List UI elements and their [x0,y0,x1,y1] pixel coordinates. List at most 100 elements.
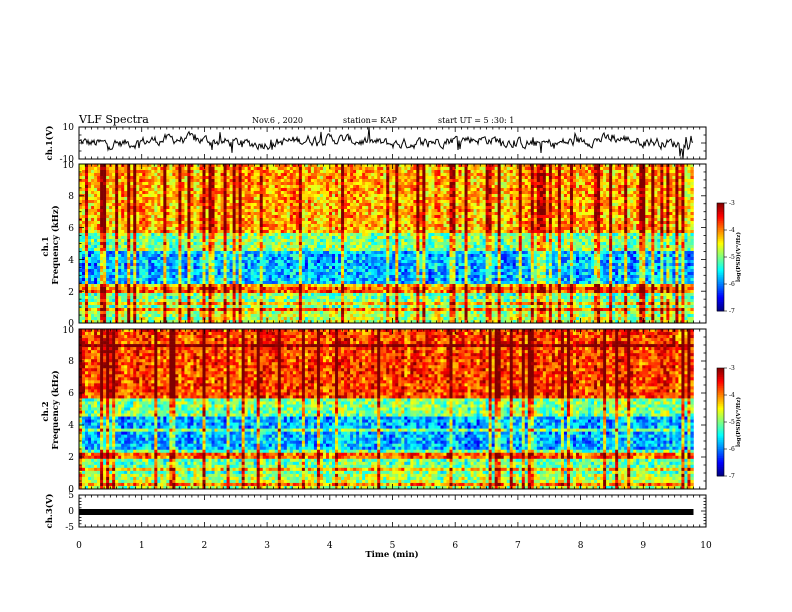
spectrogram-cell [525,182,528,185]
spectrogram-cell [498,167,501,170]
spectrogram-cell [462,176,465,179]
spectrogram-cell [672,167,675,170]
spectrogram-cell [187,167,190,170]
spectrogram-cell [109,179,112,182]
spectrogram-cell [663,173,666,176]
spectrogram-cell [537,173,540,176]
spectrogram-cell [127,182,130,185]
spectrogram-cell [133,182,136,185]
spectrogram-cell [296,185,299,188]
spectrogram-cell [278,182,281,185]
spectrogram-cell [245,182,248,185]
spectrogram-cell [106,167,109,170]
spectrogram-cell [588,170,591,173]
spectrogram-cell [615,176,618,179]
spectrogram-cell [233,182,236,185]
spectrogram-cell [627,167,630,170]
spectrogram-cell [380,167,383,170]
spectrogram-cell [365,170,368,173]
spectrogram-cell [636,179,639,182]
spectrogram-cell [386,185,389,188]
spectrogram-cell [540,179,543,182]
spectrogram-cell [206,185,209,188]
spectrogram-cell [166,173,169,176]
spectrogram-cell [462,167,465,170]
spectrogram-cell [603,179,606,182]
spectrogram-cell [675,173,678,176]
spectrogram-cell [169,176,172,179]
spectrogram-cell [305,167,308,170]
ch1-spectrogram-heatmap [79,164,694,323]
spectrogram-cell [221,179,224,182]
spectrogram-cell [471,167,474,170]
spectrogram-cell [428,176,431,179]
spectrogram-cell [591,167,594,170]
spectrogram-cell [212,185,215,188]
spectrogram-cell [398,182,401,185]
spectrogram-cell [196,167,199,170]
spectrogram-cell [227,176,230,179]
spectrogram-cell [212,176,215,179]
spectrogram-cell [419,182,422,185]
spectrogram-cell [401,167,404,170]
spectrogram-cell [684,167,687,170]
spectrogram-cell [196,173,199,176]
spectrogram-cell [209,173,212,176]
spectrogram-cell [377,167,380,170]
spectrogram-cell [383,185,386,188]
spectrogram-cell [281,173,284,176]
spectrogram-cell [257,179,260,182]
spectrogram-cell [97,176,100,179]
spectrogram-cell [471,179,474,182]
spectrogram-cell [537,167,540,170]
spectrogram-cell [157,185,160,188]
spectrogram-cell [657,170,660,173]
spectrogram-cell [287,182,290,185]
spectrogram-cell [434,167,437,170]
spectrogram-cell [314,176,317,179]
spectrogram-cell [199,179,202,182]
spectrogram-cell [175,167,178,170]
spectrogram-cell [181,179,184,182]
spectrogram-cell [224,167,227,170]
spectrogram-cell [362,185,365,188]
spectrogram-cell [374,167,377,170]
spectrogram-cell [215,182,218,185]
spectrogram-cell [230,185,233,188]
spectrogram-cell [645,173,648,176]
spectrogram-cell [642,173,645,176]
spectrogram-cell [498,185,501,188]
spectrogram-cell [218,167,221,170]
spectrogram-cell [163,167,166,170]
spectrogram-cell [299,179,302,182]
spectrogram-cell [504,167,507,170]
spectrogram-cell [184,176,187,179]
spectrogram-cell [597,170,600,173]
spectrogram-cell [440,167,443,170]
spectrogram-cell [296,173,299,176]
spectrogram-cell [570,176,573,179]
spectrogram-cell [121,176,124,179]
spectrogram-cell [202,185,205,188]
spectrogram-cell [516,179,519,182]
spectrogram-cell [281,185,284,188]
spectrogram-cell [169,185,172,188]
spectrogram-cell [678,179,681,182]
spectrogram-cell [142,173,145,176]
spectrogram-cell [212,167,215,170]
spectrogram-cell [681,173,684,176]
spectrogram-cell [648,173,651,176]
spectrogram-cell [118,185,121,188]
spectrogram-cell [302,185,305,188]
spectrogram-cell [582,182,585,185]
spectrogram-cell [597,176,600,179]
spectrogram-cell [561,173,564,176]
spectrogram-cell [82,179,85,182]
spectrogram-cell [272,185,275,188]
spectrogram-cell [449,167,452,170]
spectrogram-cell [440,182,443,185]
spectrogram-cell [525,170,528,173]
spectrogram-cell [582,170,585,173]
spectrogram-cell [465,182,468,185]
spectrogram-cell [209,170,212,173]
